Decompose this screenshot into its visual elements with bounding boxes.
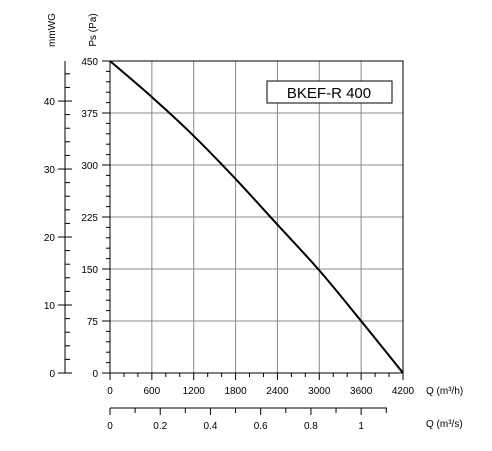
x-axis-label-m3h: Q (m³/h) bbox=[426, 386, 463, 397]
title-box bbox=[266, 80, 393, 104]
y-tick-label: 300 bbox=[81, 161, 98, 172]
x-tick-label: 3000 bbox=[308, 386, 331, 397]
x-tick-label: 1200 bbox=[183, 386, 206, 397]
y-axis-pa: 0 75 150 225 300 375 450 bbox=[81, 57, 110, 380]
y-axis-label-mmwg: mmWG bbox=[47, 13, 58, 47]
x2-tick-label: 1 bbox=[358, 421, 364, 432]
y-tick-label: 450 bbox=[81, 57, 98, 68]
y-tick-label: 225 bbox=[81, 213, 98, 224]
x2-tick-label: 0.2 bbox=[153, 421, 167, 432]
grid bbox=[110, 61, 403, 373]
y-tick-label: 0 bbox=[92, 369, 98, 380]
x2-tick-label: 0.4 bbox=[204, 421, 218, 432]
chart-title: BKEF-R 400 bbox=[287, 85, 371, 102]
y2-tick-label: 30 bbox=[44, 165, 56, 176]
x-tick-label: 4200 bbox=[392, 386, 415, 397]
y-axis-mmwg: 0 10 20 30 40 bbox=[44, 61, 72, 380]
x-tick-label: 1800 bbox=[224, 386, 247, 397]
x-tick-label: 3600 bbox=[350, 386, 373, 397]
x-tick-label: 0 bbox=[107, 386, 113, 397]
x-axis-m3h: 0 600 1200 1800 2400 3000 3600 4200 bbox=[107, 373, 415, 397]
x2-tick-label: 0.8 bbox=[304, 421, 318, 432]
y-tick-label: 75 bbox=[87, 317, 99, 328]
y2-tick-label: 20 bbox=[44, 233, 56, 244]
x2-tick-label: 0 bbox=[107, 421, 113, 432]
x2-tick-label: 0.6 bbox=[254, 421, 268, 432]
y2-tick-label: 10 bbox=[44, 301, 56, 312]
series-line bbox=[109, 60, 404, 374]
y-tick-label: 150 bbox=[81, 265, 98, 276]
y-axis-label-pa: Ps (Pa) bbox=[88, 13, 99, 46]
x-tick-label: 600 bbox=[144, 386, 161, 397]
y-tick-label: 375 bbox=[81, 109, 98, 120]
x-tick-label: 2400 bbox=[266, 386, 289, 397]
x-axis-m3s: 0 0.2 0.4 0.6 0.8 1 bbox=[107, 407, 387, 432]
x-axis-label-m3s: Q (m³/s) bbox=[426, 419, 463, 430]
y2-tick-label: 40 bbox=[44, 97, 56, 108]
y2-tick-label: 0 bbox=[49, 369, 55, 380]
